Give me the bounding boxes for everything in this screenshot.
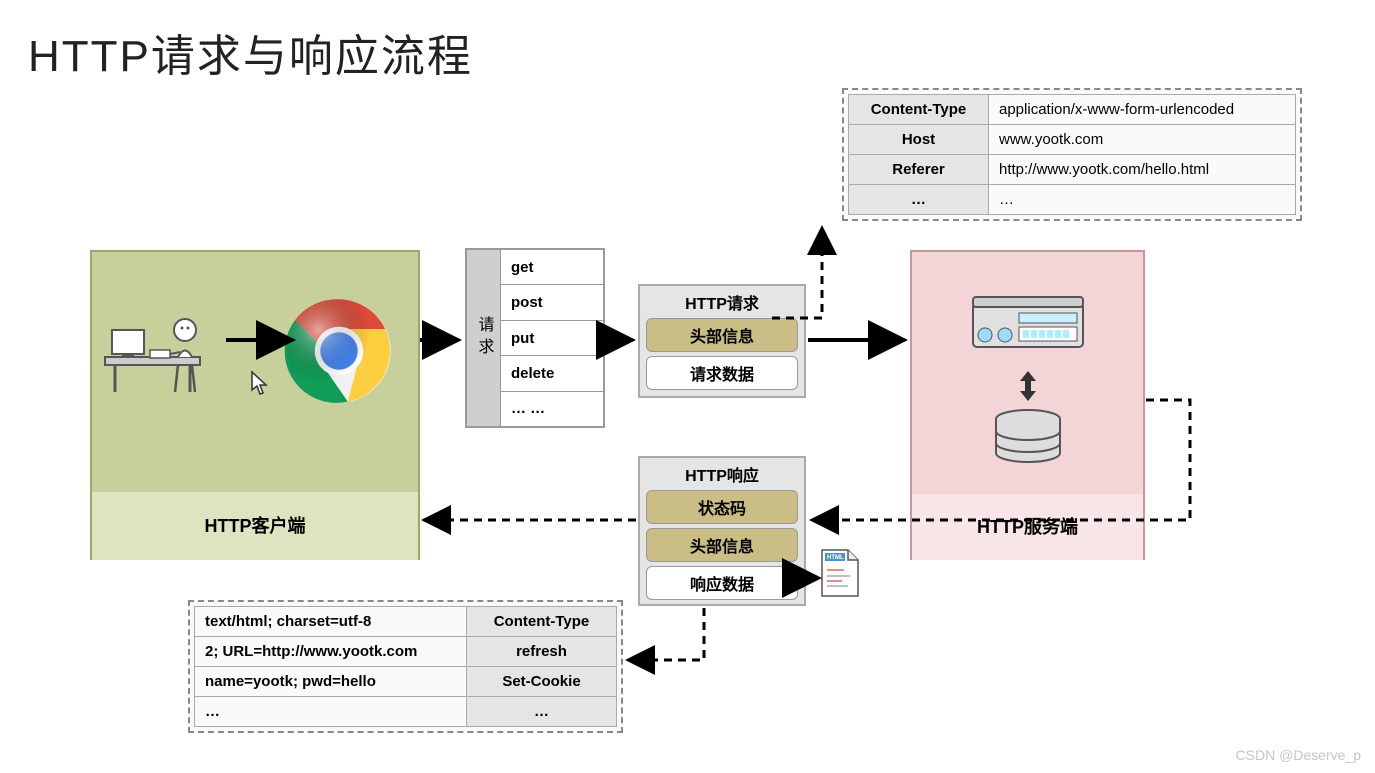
response-body-pill: 响应数据 xyxy=(646,566,798,600)
chrome-icon xyxy=(284,296,394,406)
bidirectional-arrow-icon xyxy=(1018,371,1038,401)
http-methods-box: 请求 get post put delete … … xyxy=(465,248,605,428)
cursor-icon xyxy=(248,370,272,398)
table-row: name=yootk; pwd=helloSet-Cookie xyxy=(195,667,617,697)
methods-label: 请求 xyxy=(467,250,501,426)
method-item: get xyxy=(501,250,603,285)
client-label: HTTP客户端 xyxy=(92,492,418,560)
server-icon xyxy=(963,283,1093,363)
request-title: HTTP请求 xyxy=(646,290,798,314)
table-row: 2; URL=http://www.yootk.comrefresh xyxy=(195,637,617,667)
table-row: Hostwww.yootk.com xyxy=(849,125,1296,155)
database-icon xyxy=(988,409,1068,464)
page-title: HTTP请求与响应流程 xyxy=(28,20,473,84)
table-row: …… xyxy=(195,697,617,727)
response-status-pill: 状态码 xyxy=(646,490,798,524)
request-body-pill: 请求数据 xyxy=(646,356,798,390)
http-response-box: HTTP响应 状态码 头部信息 响应数据 xyxy=(638,456,806,606)
table-row: Refererhttp://www.yootk.com/hello.html xyxy=(849,155,1296,185)
method-item: post xyxy=(501,285,603,320)
method-item: delete xyxy=(501,356,603,391)
server-box: HTTP服务端 xyxy=(910,250,1145,560)
watermark: CSDN @Deserve_p xyxy=(1236,747,1361,763)
request-headers-table: Content-Typeapplication/x-www-form-urlen… xyxy=(842,88,1302,221)
server-label: HTTP服务端 xyxy=(912,494,1143,560)
request-header-pill: 头部信息 xyxy=(646,318,798,352)
method-item: put xyxy=(501,321,603,356)
client-box: HTTP客户端 xyxy=(90,250,420,560)
svg-text:HTML: HTML xyxy=(827,555,844,561)
response-title: HTTP响应 xyxy=(646,462,798,486)
table-row: Content-Typeapplication/x-www-form-urlen… xyxy=(849,95,1296,125)
response-header-pill: 头部信息 xyxy=(646,528,798,562)
user-at-desk-icon xyxy=(100,302,220,402)
html-file-icon: HTML xyxy=(820,548,860,598)
table-row: text/html; charset=utf-8Content-Type xyxy=(195,607,617,637)
http-request-box: HTTP请求 头部信息 请求数据 xyxy=(638,284,806,398)
method-item: … … xyxy=(501,392,603,426)
response-headers-table: text/html; charset=utf-8Content-Type 2; … xyxy=(188,600,623,733)
table-row: …… xyxy=(849,185,1296,215)
